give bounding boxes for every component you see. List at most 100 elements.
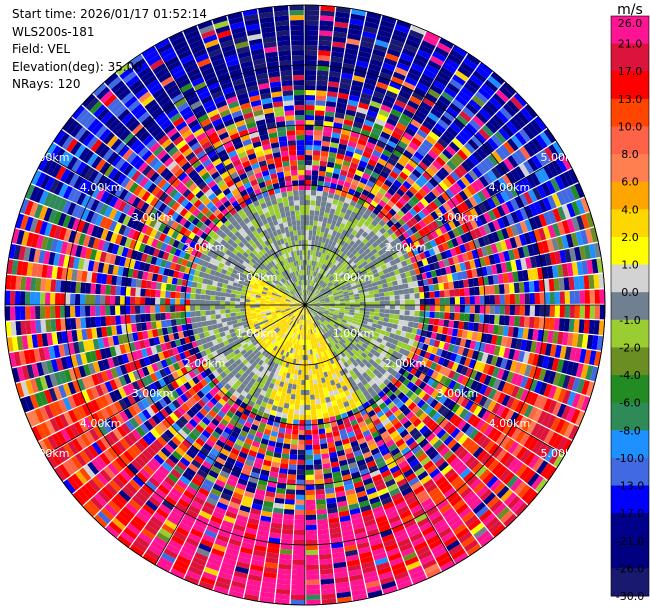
velocity-gate — [560, 305, 565, 318]
velocity-gate — [306, 475, 315, 480]
velocity-gate — [510, 305, 515, 315]
velocity-gate — [296, 390, 301, 395]
velocity-gate — [287, 474, 296, 480]
velocity-gate — [301, 340, 303, 345]
velocity-gate — [320, 398, 326, 404]
velocity-gate — [574, 319, 580, 333]
velocity-gate — [321, 448, 329, 454]
velocity-gate — [292, 434, 299, 440]
velocity-gate — [312, 170, 319, 176]
velocity-gate — [525, 293, 530, 304]
velocity-gate — [400, 300, 405, 305]
velocity-gate — [499, 284, 505, 294]
velocity-gate — [319, 35, 332, 41]
velocity-gate — [394, 314, 400, 319]
velocity-gate — [305, 370, 308, 375]
velocity-gate — [314, 135, 323, 141]
velocity-gate — [291, 389, 296, 395]
velocity-gate — [398, 284, 404, 290]
velocity-gate — [311, 190, 317, 195]
velocity-gate — [393, 319, 399, 324]
velocity-gate — [315, 399, 320, 405]
velocity-gate — [290, 374, 294, 380]
velocity-gate — [320, 206, 326, 212]
velocity-gate — [305, 410, 310, 415]
velocity-gate — [306, 490, 315, 495]
velocity-gate — [360, 302, 365, 305]
velocity-gate — [465, 305, 470, 313]
velocity-gate — [545, 292, 550, 304]
velocity-gate — [509, 316, 515, 326]
velocity-gate — [313, 379, 317, 384]
velocity-gate — [350, 300, 355, 303]
velocity-gate — [313, 221, 318, 226]
velocity-gate — [399, 289, 405, 294]
velocity-gate — [445, 305, 450, 312]
velocity-gate — [283, 514, 294, 520]
velocity-gate — [389, 314, 395, 319]
velocity-gate — [403, 321, 409, 327]
velocity-gate — [534, 317, 540, 329]
velocity-gate — [504, 316, 510, 326]
velocity-gate — [311, 240, 315, 245]
velocity-gate — [305, 395, 310, 400]
velocity-gate — [292, 384, 297, 389]
velocity-gate — [322, 191, 328, 197]
velocity-gate — [307, 260, 309, 265]
velocity-gate — [309, 220, 313, 225]
velocity-gate — [369, 315, 375, 319]
velocity-gate — [500, 295, 505, 305]
velocity-gate — [385, 305, 390, 309]
velocity-gate — [305, 80, 316, 85]
velocity-gate — [305, 175, 311, 180]
velocity-gate — [320, 443, 328, 449]
velocity-gate — [305, 15, 319, 20]
velocity-gate — [305, 55, 317, 60]
velocity-gate — [301, 380, 305, 385]
velocity-gate — [281, 453, 289, 459]
velocity-gate — [293, 540, 305, 545]
velocity-gate — [305, 35, 318, 40]
velocity-gate — [318, 383, 323, 389]
velocity-gate — [302, 365, 305, 370]
velocity-gate — [288, 469, 297, 475]
velocity-gate — [322, 458, 330, 464]
velocity-gate — [319, 40, 332, 46]
velocity-gate — [308, 350, 311, 355]
velocity-gate — [387, 323, 393, 328]
velocity-gate — [474, 287, 480, 296]
velocity-gate — [360, 305, 365, 308]
velocity-gate — [600, 305, 605, 319]
velocity-gate — [305, 405, 310, 410]
velocity-gate — [305, 130, 313, 135]
velocity-gate — [460, 297, 465, 305]
velocity-gate — [306, 565, 319, 570]
velocity-gate — [565, 305, 570, 318]
velocity-gate — [310, 210, 315, 215]
velocity-gate — [305, 355, 308, 360]
velocity-gate — [306, 570, 319, 575]
velocity-gate — [305, 400, 310, 405]
velocity-gate — [384, 292, 390, 297]
velocity-gate — [474, 314, 480, 323]
velocity-gate — [307, 345, 309, 350]
velocity-gate — [284, 403, 290, 409]
velocity-gate — [414, 317, 420, 323]
velocity-gate — [319, 559, 332, 565]
velocity-gate — [555, 292, 560, 304]
velocity-gate — [389, 291, 395, 296]
velocity-gate — [433, 284, 439, 291]
velocity-gate — [305, 25, 319, 30]
velocity-gate — [296, 359, 299, 364]
velocity-gate — [292, 429, 299, 434]
velocity-gate — [570, 291, 575, 304]
velocity-gate — [403, 283, 409, 289]
velocity-gate — [318, 50, 331, 56]
velocity-gate — [579, 319, 585, 333]
velocity-gate — [296, 485, 305, 490]
velocity-gate — [309, 230, 313, 235]
velocity-gate — [300, 395, 305, 400]
velocity-gate — [318, 176, 325, 182]
velocity-gate — [369, 312, 374, 316]
velocity-gate — [365, 308, 370, 311]
